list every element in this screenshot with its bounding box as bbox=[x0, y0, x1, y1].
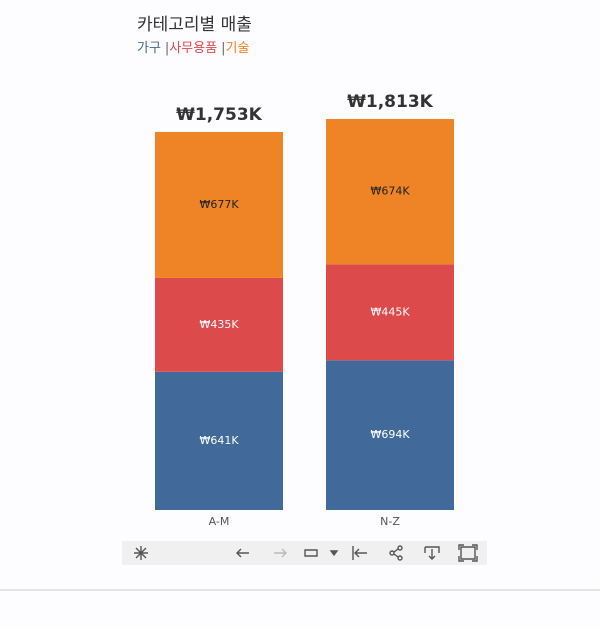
share[interactable] bbox=[389, 545, 403, 561]
legend-entry: 가구 bbox=[137, 41, 161, 56]
value-label: ₩674K bbox=[370, 185, 410, 198]
legend-separator: | bbox=[165, 41, 169, 56]
reset[interactable] bbox=[352, 546, 367, 560]
fullscreen[interactable] bbox=[458, 544, 478, 562]
bar-segment bbox=[326, 119, 454, 265]
redo[interactable] bbox=[274, 548, 287, 558]
x-tick-label: A-M bbox=[209, 515, 230, 528]
total-label: ₩1,753K bbox=[176, 105, 263, 125]
legend: 가구 |사무용품 |기술 bbox=[137, 41, 250, 56]
bar-segment bbox=[155, 131, 283, 278]
value-label: ₩435K bbox=[199, 318, 239, 331]
bar-segment bbox=[155, 371, 283, 510]
x-tick-label: N-Z bbox=[380, 515, 400, 528]
tableau-icon[interactable] bbox=[134, 546, 148, 560]
value-label: ₩694K bbox=[370, 428, 410, 441]
legend-entry: 사무용품 bbox=[169, 41, 217, 56]
value-label: ₩677K bbox=[199, 198, 239, 211]
bar-segment bbox=[326, 360, 454, 510]
value-label: ₩445K bbox=[370, 305, 410, 318]
undo[interactable] bbox=[236, 548, 249, 558]
value-label: ₩641K bbox=[199, 434, 239, 447]
bar-segment bbox=[155, 277, 283, 372]
legend-separator: | bbox=[221, 41, 225, 56]
total-label: ₩1,813K bbox=[347, 92, 434, 112]
toolbar bbox=[122, 541, 487, 565]
bar-segment bbox=[326, 264, 454, 361]
chart-title: 카테고리별 매출 bbox=[137, 15, 252, 35]
revert[interactable] bbox=[304, 549, 339, 557]
legend-entry: 기술 bbox=[226, 41, 250, 56]
download[interactable] bbox=[424, 546, 440, 560]
